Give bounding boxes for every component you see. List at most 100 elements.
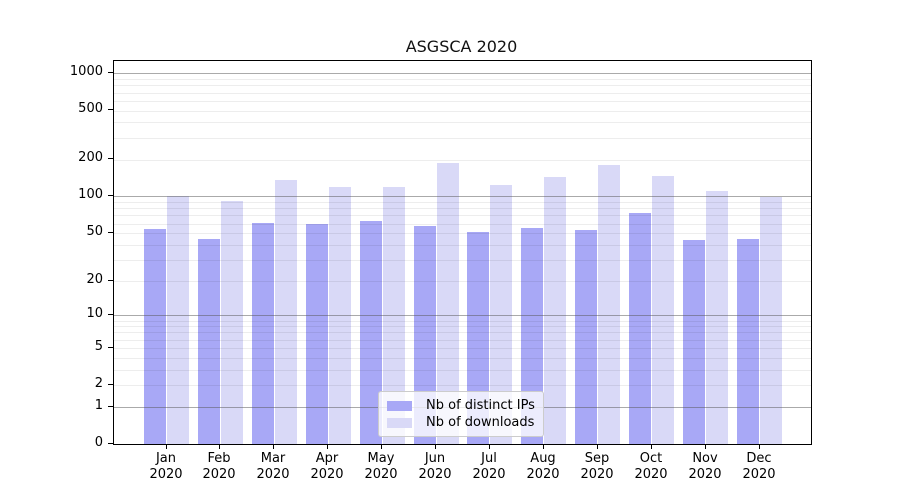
y-tick-label: 200 bbox=[78, 150, 103, 165]
legend-label-downloads: Nb of downloads bbox=[426, 415, 535, 430]
x-tick-mark bbox=[543, 444, 544, 449]
bar-downloads-may bbox=[382, 186, 405, 444]
gridline-minor bbox=[114, 100, 811, 102]
x-tick-label-feb: Feb 2020 bbox=[202, 451, 236, 482]
gridline-minor bbox=[114, 202, 811, 203]
x-tick-label-dec: Dec 2020 bbox=[742, 451, 776, 482]
gridline-minor bbox=[114, 233, 811, 235]
bar-distinct-ips-jun bbox=[413, 226, 436, 444]
y-tick-mark bbox=[108, 195, 113, 196]
y-tick-mark bbox=[108, 314, 113, 315]
x-tick-label-oct: Oct 2020 bbox=[634, 451, 668, 482]
x-tick-label-jul: Jul 2020 bbox=[472, 451, 506, 482]
bar-distinct-ips-dec bbox=[737, 238, 759, 444]
legend-row-downloads: Nb of downloads bbox=[387, 414, 535, 431]
gridline-minor bbox=[114, 385, 811, 387]
gridline-minor bbox=[114, 159, 811, 161]
gridline-minor bbox=[114, 357, 811, 359]
gridline-minor bbox=[114, 122, 811, 124]
x-tick-mark bbox=[705, 444, 706, 449]
bar-downloads-jan bbox=[167, 195, 189, 444]
legend: Nb of distinct IPs Nb of downloads bbox=[378, 391, 544, 437]
x-tick-mark bbox=[651, 444, 652, 449]
x-tick-mark bbox=[219, 444, 220, 449]
bar-downloads-sep bbox=[598, 165, 621, 444]
gridline-minor bbox=[114, 320, 811, 322]
gridline-minor bbox=[114, 79, 811, 80]
y-tick-mark bbox=[108, 406, 113, 407]
bar-distinct-ips-oct bbox=[629, 213, 652, 444]
x-tick-label-jun: Jun 2020 bbox=[418, 451, 452, 482]
gridline-minor bbox=[114, 347, 811, 349]
y-tick-label: 500 bbox=[78, 101, 103, 116]
bar-downloads-mar bbox=[274, 179, 297, 444]
y-tick-mark bbox=[108, 443, 113, 444]
bar-downloads-dec bbox=[760, 196, 782, 444]
bar-downloads-aug bbox=[544, 176, 567, 444]
x-tick-label-sep: Sep 2020 bbox=[580, 451, 614, 482]
gridline-minor bbox=[114, 259, 811, 261]
y-tick-label: 2 bbox=[94, 376, 103, 391]
bar-distinct-ips-aug bbox=[521, 228, 544, 444]
y-tick-label: 5 bbox=[94, 339, 103, 354]
grid-layer bbox=[114, 61, 811, 444]
y-tick-label: 100 bbox=[78, 187, 103, 202]
x-tick-mark bbox=[435, 444, 436, 449]
x-tick-mark bbox=[327, 444, 328, 449]
x-tick-mark bbox=[489, 444, 490, 449]
gridline-minor bbox=[114, 137, 811, 139]
gridline-major bbox=[114, 315, 811, 317]
x-tick-mark bbox=[597, 444, 598, 449]
y-tick-label: 50 bbox=[86, 224, 103, 239]
y-tick-label: 1000 bbox=[69, 64, 103, 79]
gridline-minor bbox=[114, 110, 811, 112]
bar-downloads-jul bbox=[490, 185, 513, 444]
bar-downloads-nov bbox=[706, 190, 729, 444]
x-tick-mark bbox=[381, 444, 382, 449]
bar-distinct-ips-nov bbox=[683, 239, 706, 444]
gridline-minor bbox=[114, 92, 811, 94]
x-tick-mark bbox=[166, 444, 167, 449]
y-tick-mark bbox=[108, 347, 113, 348]
bar-downloads-oct bbox=[652, 175, 675, 444]
x-tick-mark bbox=[273, 444, 274, 449]
gridline-minor bbox=[114, 369, 811, 371]
gridline-minor bbox=[114, 339, 811, 341]
x-tick-label-jan: Jan 2020 bbox=[149, 451, 183, 482]
chart-title: ASGSCA 2020 bbox=[405, 37, 518, 56]
y-tick-label: 10 bbox=[86, 306, 103, 321]
gridline-minor bbox=[114, 326, 811, 328]
legend-swatch-downloads bbox=[387, 417, 412, 428]
gridline-minor bbox=[114, 280, 811, 282]
x-tick-mark bbox=[759, 444, 760, 449]
bar-downloads-feb bbox=[220, 200, 243, 444]
gridline-minor bbox=[114, 223, 811, 225]
bar-distinct-ips-apr bbox=[305, 223, 328, 444]
bar-distinct-ips-sep bbox=[575, 230, 598, 444]
y-tick-mark bbox=[108, 280, 113, 281]
x-tick-label-mar: Mar 2020 bbox=[256, 451, 290, 482]
y-tick-mark bbox=[108, 109, 113, 110]
gridline-major bbox=[114, 196, 811, 198]
bar-distinct-ips-may bbox=[359, 220, 382, 444]
y-tick-mark bbox=[108, 72, 113, 73]
bar-distinct-ips-jan bbox=[144, 229, 166, 444]
x-tick-label-aug: Aug 2020 bbox=[526, 451, 560, 482]
legend-swatch-distinct-ips bbox=[387, 400, 412, 411]
y-tick-label: 0 bbox=[94, 435, 103, 450]
x-tick-label-apr: Apr 2020 bbox=[310, 451, 344, 482]
gridline-minor bbox=[114, 244, 811, 246]
y-tick-mark bbox=[108, 232, 113, 233]
y-tick-mark bbox=[108, 158, 113, 159]
plot-area bbox=[113, 60, 812, 445]
gridline-minor bbox=[114, 332, 811, 334]
bar-downloads-jun bbox=[436, 163, 459, 444]
bar-distinct-ips-feb bbox=[197, 238, 220, 444]
gridline-major bbox=[114, 73, 811, 75]
x-tick-label-nov: Nov 2020 bbox=[688, 451, 722, 482]
legend-label-distinct-ips: Nb of distinct IPs bbox=[426, 398, 535, 413]
x-tick-label-may: May 2020 bbox=[364, 451, 398, 482]
y-tick-mark bbox=[108, 384, 113, 385]
gridline-minor bbox=[114, 208, 811, 210]
